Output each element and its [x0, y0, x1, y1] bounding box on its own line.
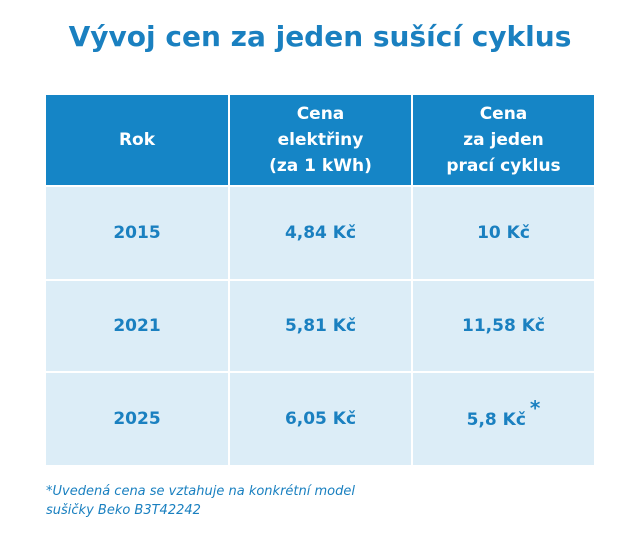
table-cell: 4,84 Kč	[230, 187, 411, 279]
table-cell: 2025	[46, 373, 228, 465]
table-cell: 11,58 Kč	[413, 281, 594, 371]
price-table: Rok Cena elektřiny (za 1 kWh) Cena za jeden pr…	[46, 95, 594, 465]
cell-text: 10 Kč	[477, 223, 530, 243]
header-line: prací cyklus	[446, 156, 561, 176]
cell-line: 5,8 Kč *	[466, 396, 541, 433]
header-cell: Cena za jeden prací cyklus	[413, 95, 594, 185]
cell-text: 2015	[113, 223, 161, 243]
table-cell: 2015	[46, 187, 228, 279]
cell-text: 2021	[113, 316, 161, 336]
cell-line: 11,58 Kč	[462, 313, 545, 339]
cell-line: 5,81 Kč	[285, 313, 356, 339]
header-cell: Cena elektřiny (za 1 kWh)	[230, 95, 411, 185]
header-cell: Rok	[46, 95, 228, 185]
table-cell: 5,8 Kč *	[413, 373, 594, 465]
header-line: (za 1 kWh)	[269, 156, 372, 176]
header-line: Rok	[118, 130, 156, 150]
header-line: za jeden	[463, 130, 544, 150]
cell-line: 4,84 Kč	[285, 220, 356, 246]
cell-line: 2025	[113, 406, 160, 432]
footnote-line: *Uvedená cena se vztahuje na konkrétní m…	[46, 484, 355, 499]
title: Vývoj cen za jeden sušící cyklus	[68, 20, 572, 53]
cell-text: 11,58 Kč	[462, 316, 545, 336]
cell-line: 10 Kč	[477, 220, 530, 246]
cell-line: 2021	[113, 313, 160, 339]
cell-text: 2025	[113, 409, 161, 429]
cell-line: 6,05 Kč	[285, 406, 356, 432]
header-line: Cena	[479, 104, 528, 124]
cell-text: 4,84 Kč	[284, 223, 357, 243]
header-line: Cena	[296, 104, 345, 124]
cell-line: 2015	[113, 220, 160, 246]
cell-text: 6,05 Kč	[284, 409, 357, 429]
table-cell: 2021	[46, 281, 228, 371]
footnote-line: sušičky Beko B3T42242	[46, 503, 201, 518]
cell-text: 5,81 Kč	[284, 316, 357, 336]
table-cell: 6,05 Kč	[230, 373, 411, 465]
table-cell: 10 Kč	[413, 187, 594, 279]
cell-text: 5,8 Kč	[466, 410, 526, 430]
header-line: elektřiny	[277, 130, 364, 150]
footnote: *Uvedená cena se vztahuje na konkrétní m…	[46, 482, 355, 520]
table-cell: 5,81 Kč	[230, 281, 411, 371]
footnote-marker: *	[529, 396, 541, 420]
